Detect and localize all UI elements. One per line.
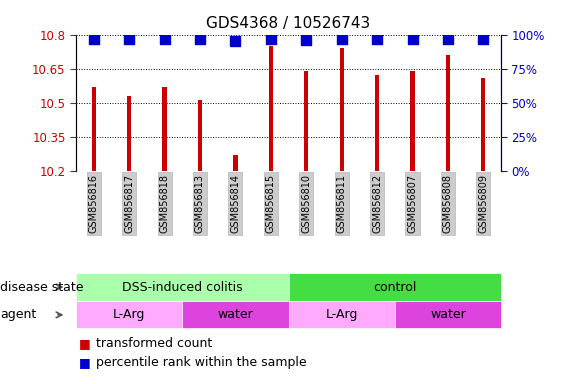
- Bar: [198, 101, 202, 171]
- Text: water: water: [430, 308, 466, 321]
- Text: disease state: disease state: [0, 281, 83, 293]
- Text: L-Arg: L-Arg: [325, 308, 358, 321]
- Text: ■: ■: [79, 337, 91, 350]
- Text: transformed count: transformed count: [96, 337, 212, 350]
- Bar: [269, 46, 273, 171]
- Point: [302, 37, 311, 43]
- Text: ■: ■: [79, 356, 91, 369]
- Point: [195, 36, 204, 42]
- Bar: [92, 87, 96, 171]
- Point: [160, 36, 169, 42]
- Text: L-Arg: L-Arg: [113, 308, 145, 321]
- Bar: [304, 71, 309, 171]
- Point: [373, 36, 382, 42]
- Bar: [410, 71, 414, 171]
- Point: [337, 36, 346, 42]
- Point: [266, 36, 275, 42]
- Bar: [233, 155, 238, 171]
- Point: [231, 38, 240, 45]
- Point: [408, 36, 417, 42]
- Title: GDS4368 / 10526743: GDS4368 / 10526743: [207, 16, 370, 31]
- Text: agent: agent: [0, 308, 36, 321]
- Point: [89, 36, 98, 42]
- Bar: [339, 48, 344, 171]
- Bar: [375, 75, 379, 171]
- Text: water: water: [217, 308, 253, 321]
- Bar: [163, 87, 167, 171]
- Bar: [127, 96, 131, 171]
- Bar: [481, 78, 485, 171]
- Point: [124, 36, 133, 42]
- Text: control: control: [373, 281, 417, 293]
- Text: DSS-induced colitis: DSS-induced colitis: [122, 281, 243, 293]
- Point: [444, 36, 453, 42]
- Text: percentile rank within the sample: percentile rank within the sample: [96, 356, 306, 369]
- Bar: [446, 55, 450, 171]
- Point: [479, 36, 488, 42]
